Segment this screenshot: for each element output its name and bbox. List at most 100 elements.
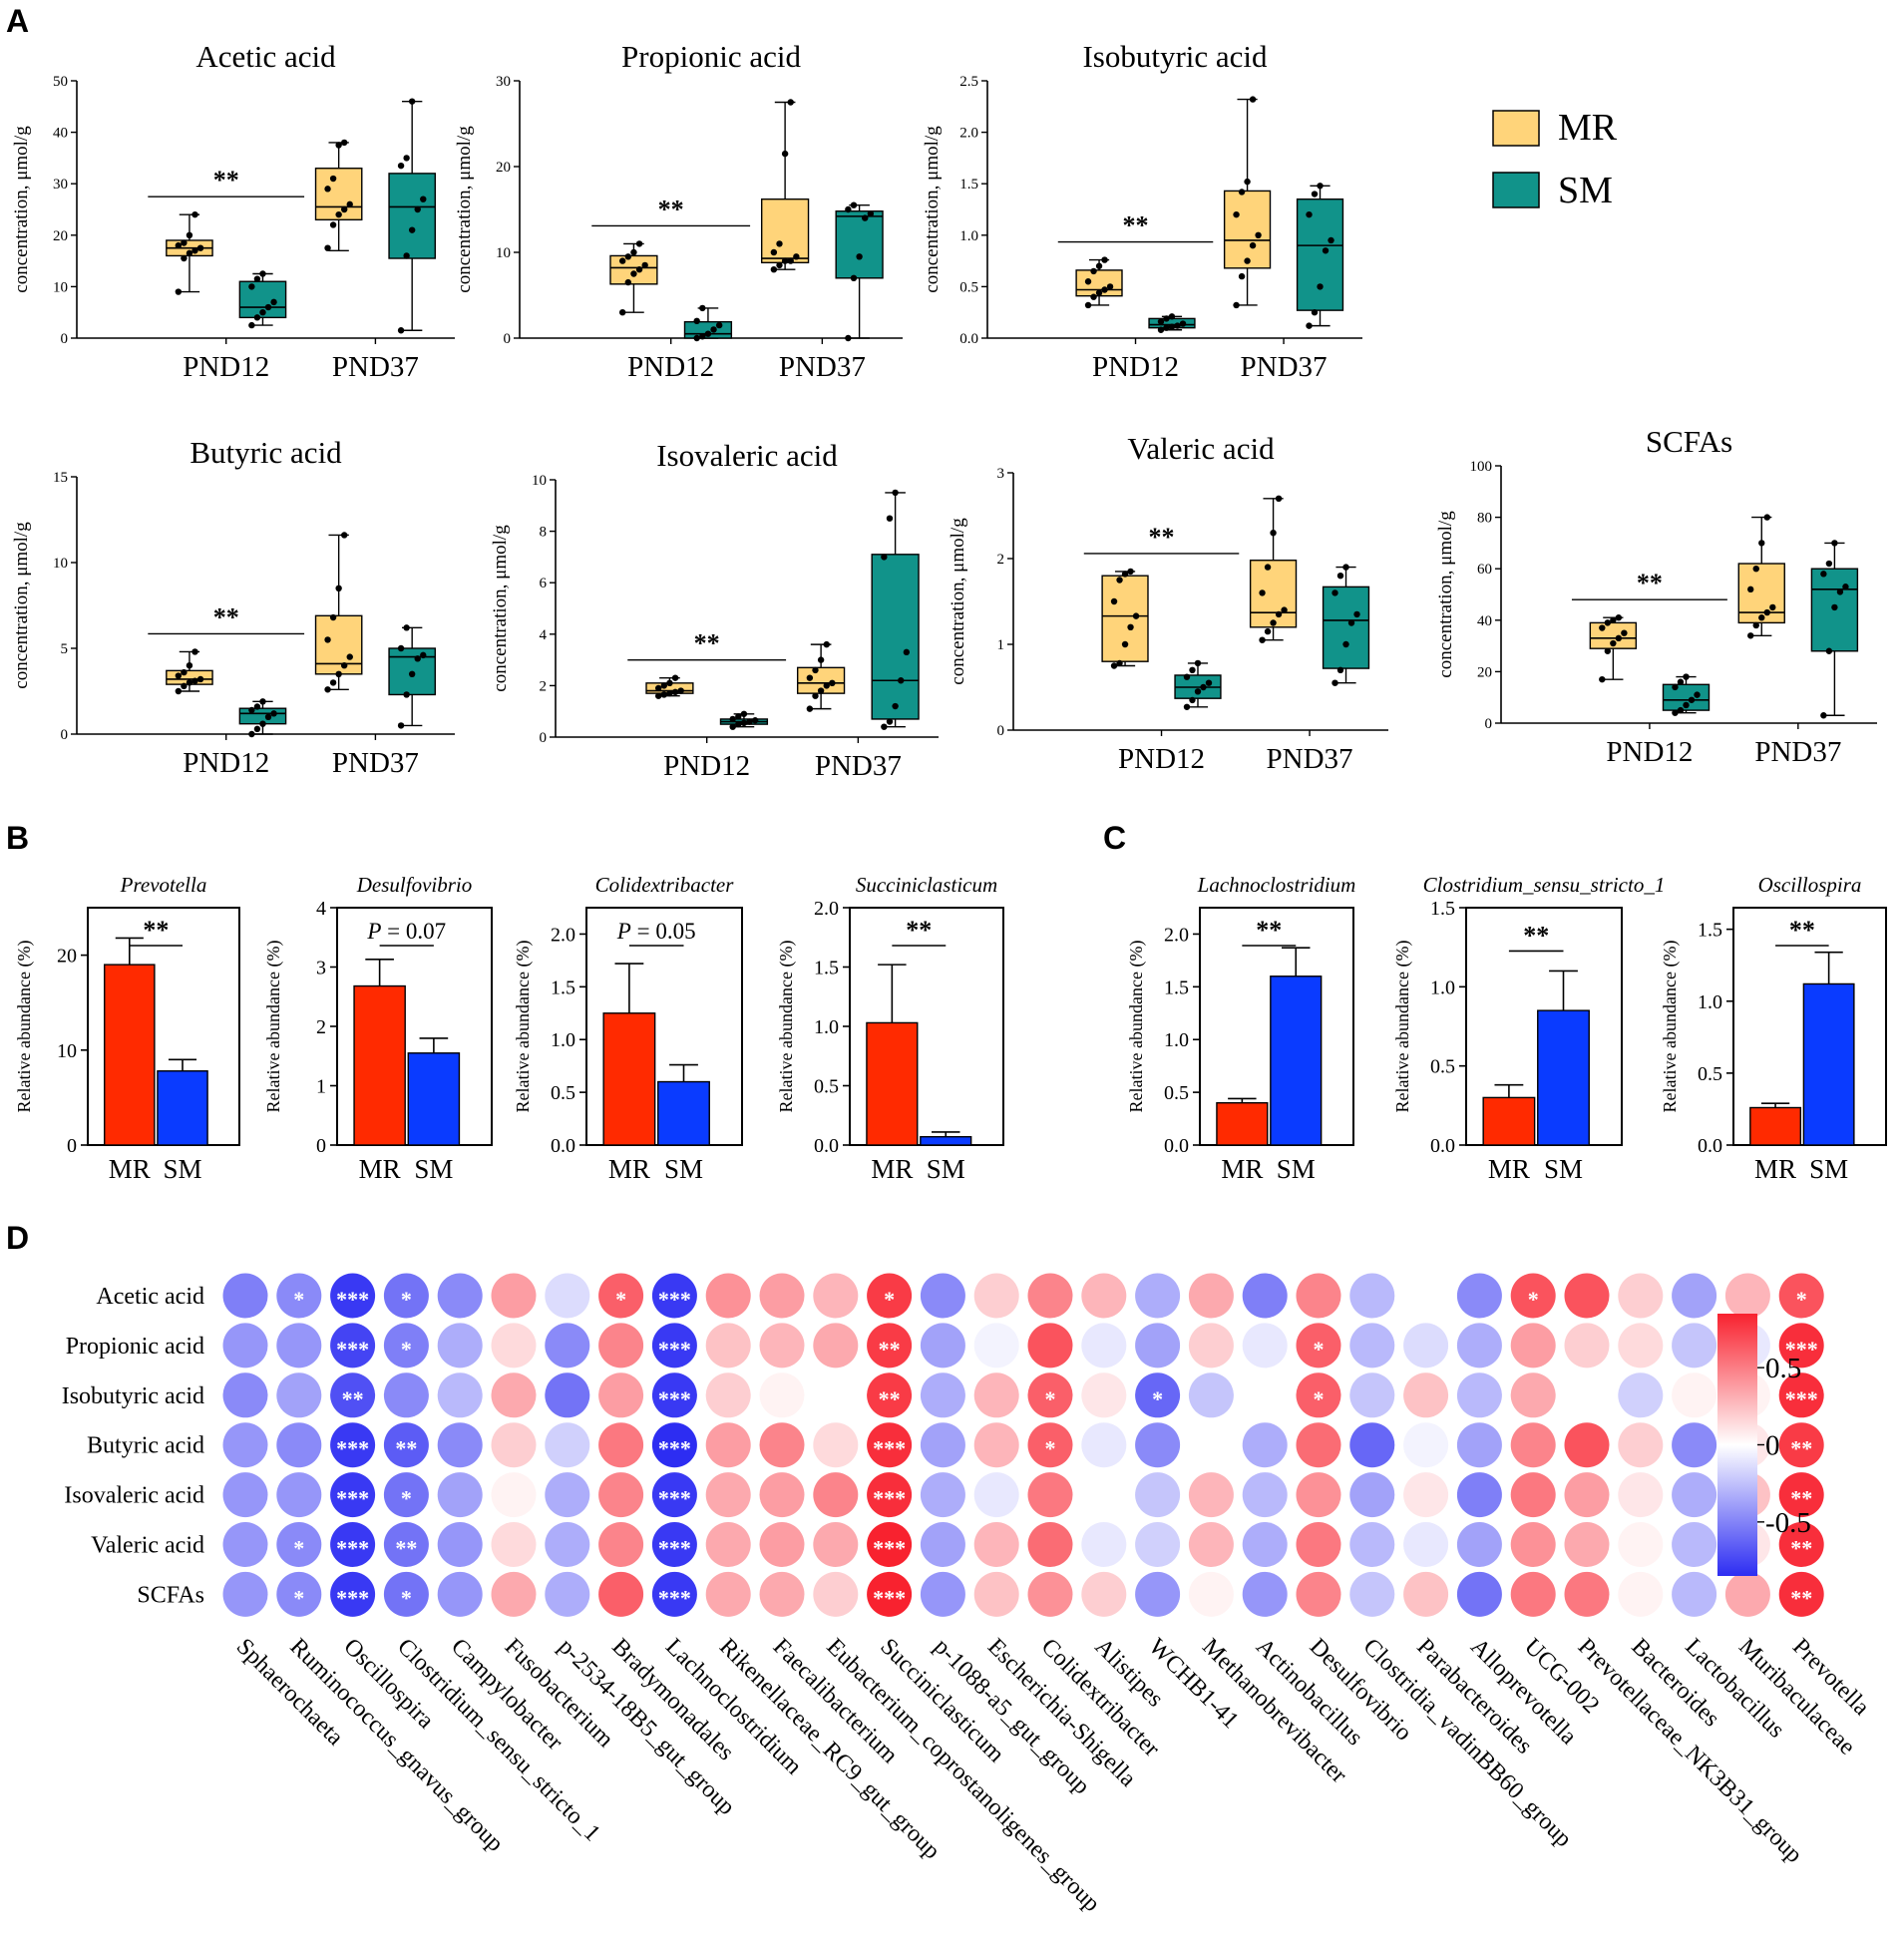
y-tick-label: 2 [540,678,548,694]
data-point [793,253,800,260]
chart-title: Prevotella [120,873,207,897]
heatmap-cell [867,1372,913,1418]
data-point [1332,589,1338,596]
y-tick-label: 40 [53,126,68,142]
heatmap-cell [867,1323,913,1368]
data-point [397,644,405,652]
x-tick-label: SM [927,1154,965,1184]
data-point [1101,256,1108,263]
heatmap-cell [276,1273,322,1319]
data-point [1183,673,1191,680]
heatmap-cell [1349,1522,1395,1567]
heatmap-cell [1296,1422,1341,1468]
colorbar-tick-label: 0.5 [1765,1353,1801,1384]
x-tick-label: MR [109,1154,151,1184]
box-iqr [314,168,363,221]
box-pnd12-mr [1589,614,1638,683]
y-tick-label: 0.5 [1430,1056,1455,1078]
heatmap-cell [1081,1372,1127,1418]
data-point [1347,619,1355,626]
data-point [1174,322,1181,329]
heatmap-cell [813,1522,859,1567]
x-tick-label: MR [871,1154,913,1184]
significance-mark: *** [658,1585,691,1610]
data-point [259,309,266,316]
heatmap-cell [1672,1522,1717,1567]
box-pnd37-sm [871,489,920,730]
row-label-isobutyric-acid: Isobutyric acid [62,1383,204,1409]
significance-label: ** [143,916,169,945]
heatmap-cell [867,1422,913,1468]
heatmap-cell [651,1522,697,1567]
heatmap-cell [1135,1522,1181,1567]
heatmap-cell [1672,1472,1717,1518]
data-point [1238,272,1246,280]
chart-title: Lachnoclostridium [1197,873,1356,897]
heatmap-cell [1510,1522,1556,1567]
data-point [1747,586,1754,593]
data-point [677,687,684,694]
y-tick-label: 0 [67,1135,77,1157]
data-point [630,270,637,277]
data-point [1820,712,1827,719]
heatmap-cell [276,1422,322,1468]
box-pnd12-mr [166,648,213,695]
heatmap-cell [920,1323,965,1368]
data-point [397,162,405,170]
heatmap-cell [1135,1472,1181,1518]
heatmap-cell [813,1472,859,1518]
significance-label: ** [1149,523,1175,552]
x-tick-label: PND12 [627,351,714,383]
data-point [253,703,261,710]
heatmap-cell [276,1372,322,1418]
barplot-colidextribacter: Colidextribacter Relative abundance (%) 0.… [513,873,743,1184]
heatmap-cell [1672,1372,1717,1418]
significance-mark: * [401,1585,412,1610]
data-point [898,677,905,684]
data-point [1163,315,1170,322]
data-point [1090,267,1097,275]
data-point [335,210,342,218]
heatmap-cell [1081,1422,1127,1468]
data-point [1116,577,1123,584]
data-point [175,288,183,295]
row-label-propionic-acid: Propionic acid [66,1334,204,1360]
data-point [715,321,723,329]
box-iqr [1101,575,1149,662]
data-point [823,682,830,689]
barplot-prevotella: Prevotella Relative abundance (%) 0 10 20 MR S… [14,873,240,1184]
data-point [1842,584,1849,590]
data-point [1163,324,1170,331]
significance-mark: ** [1790,1585,1812,1610]
barplot-clostridium-sensu-stricto-1: Clostridium_sensu_stricto_1 Relative abun… [1392,873,1665,1184]
significance-mark: *** [1785,1337,1818,1362]
data-point [403,624,410,631]
data-point [1317,283,1324,290]
y-tick-label: 0.5 [1698,1063,1722,1085]
data-point [1189,666,1196,673]
significance-mark: *** [336,1337,369,1362]
significance-mark: * [293,1287,304,1312]
data-point [175,672,183,679]
panel-label-d: D [6,1220,29,1256]
y-tick-label: 1.5 [814,958,839,979]
heatmap-cell [1510,1422,1556,1468]
heatmap-cell [1618,1273,1664,1319]
significance-mark: * [884,1287,895,1312]
data-point [1336,666,1344,673]
data-point [729,723,736,730]
data-point [1306,322,1313,329]
heatmap-cell [920,1571,965,1617]
data-point [1127,568,1134,576]
heatmap-cell [973,1372,1019,1418]
box-pnd37-mr [1223,96,1272,309]
y-tick-label: 4 [316,898,326,920]
data-point [1311,309,1319,316]
bar-sm [1802,982,1855,1146]
data-point [892,702,899,710]
x-tick-label: MR [1754,1154,1796,1184]
chart-title: Oscillospira [1758,873,1862,897]
box-pnd12-sm [1174,659,1222,710]
bar-mr [1749,1106,1802,1146]
data-point [817,687,825,694]
